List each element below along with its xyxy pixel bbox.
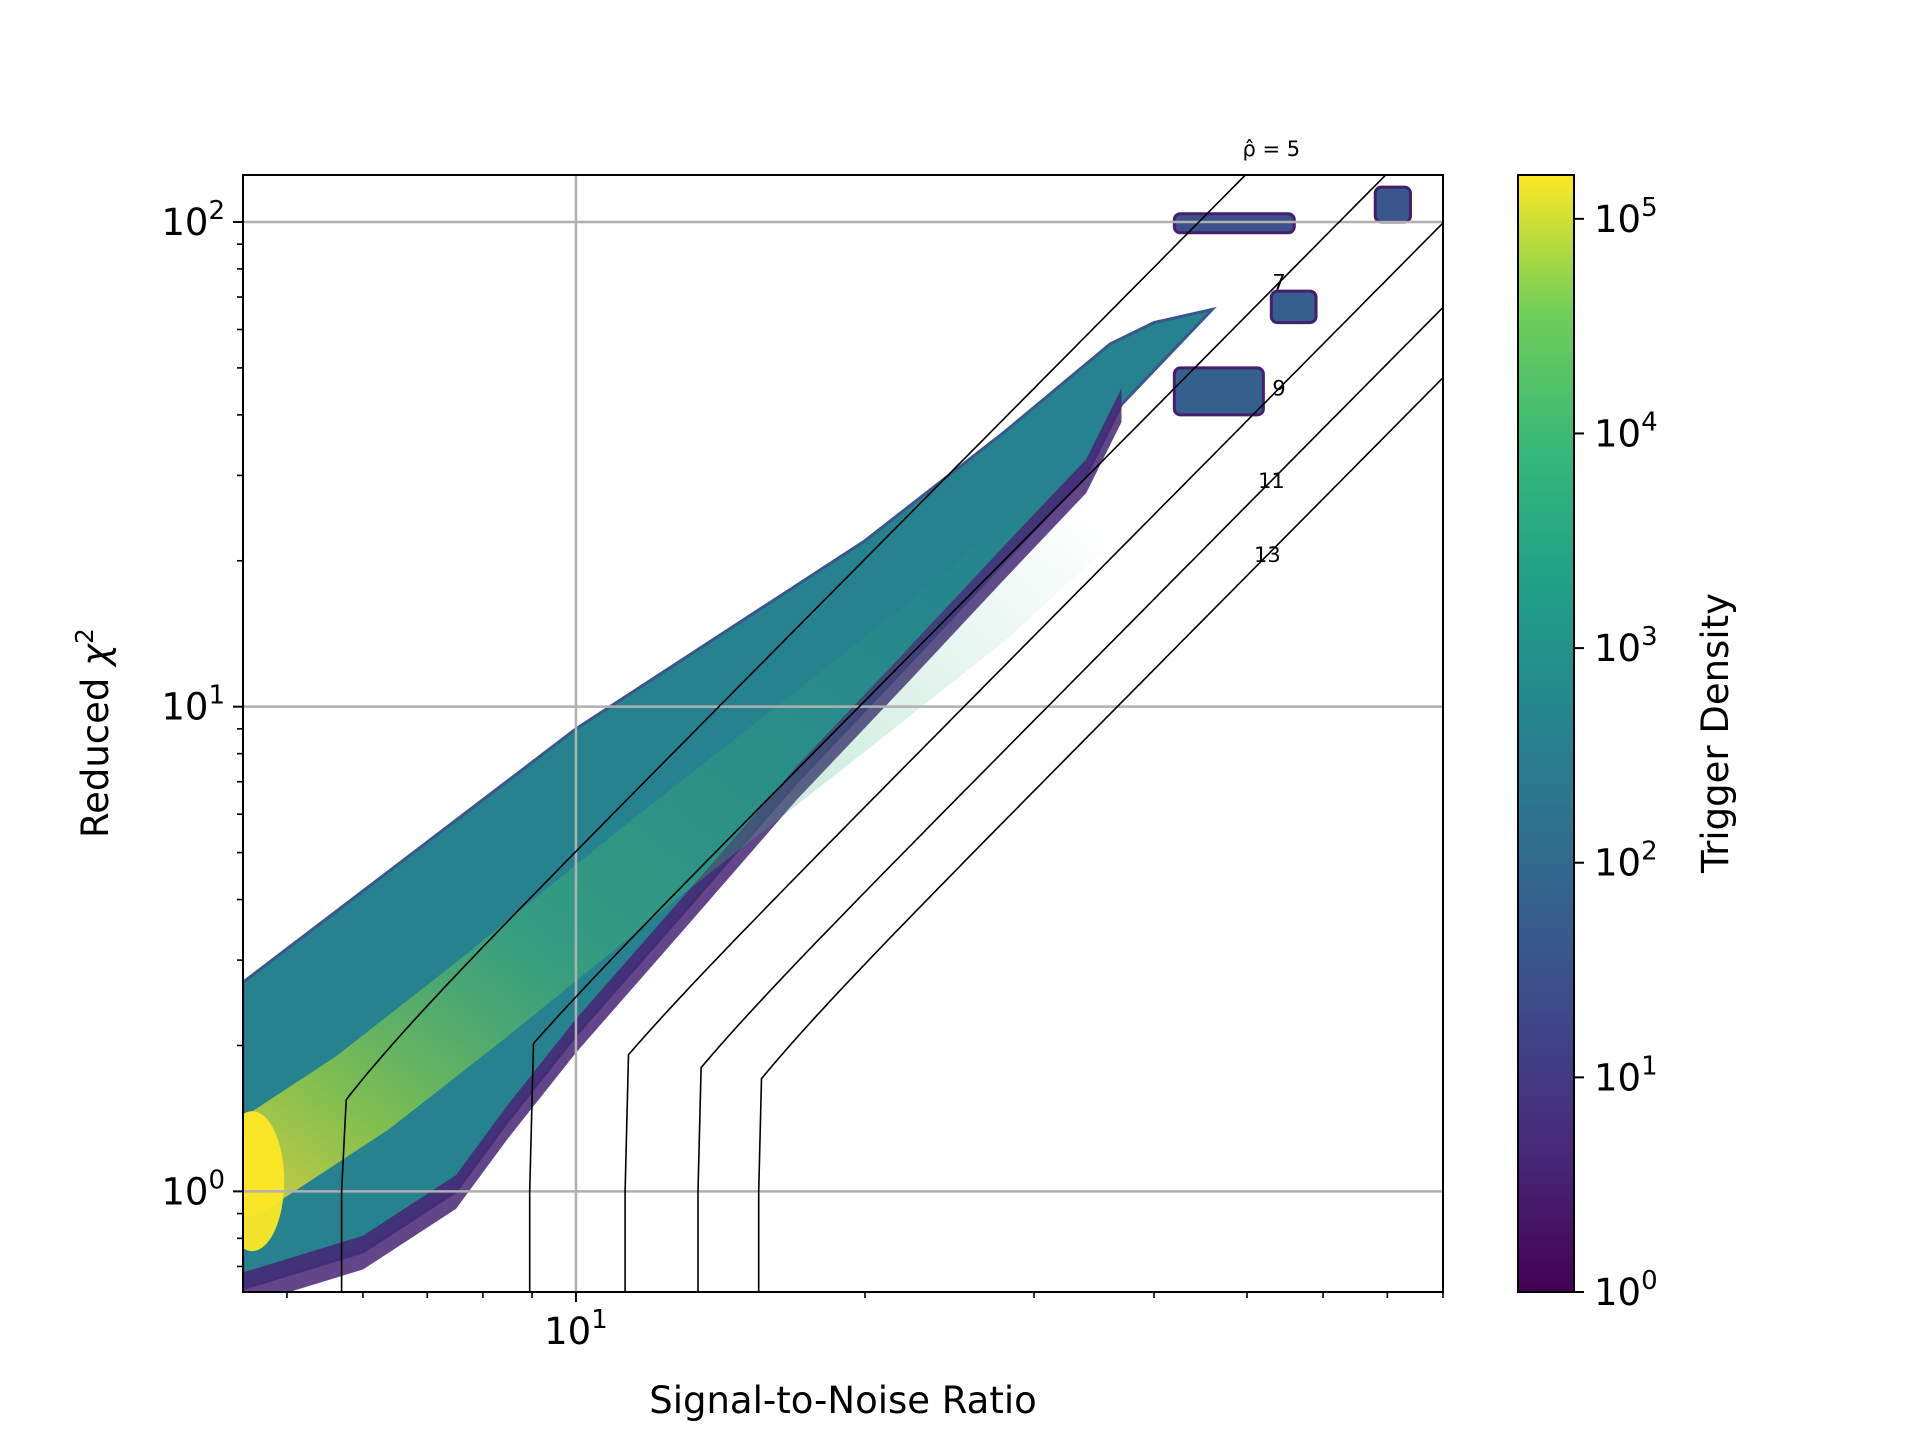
contour-label-11: 11 — [1258, 469, 1285, 493]
contour-line-7 — [528, 175, 1387, 1292]
contour-label-9: 9 — [1272, 376, 1285, 400]
colorbar-tick-label: 105 — [1594, 193, 1658, 241]
colorbar-tick-label: 103 — [1594, 622, 1658, 670]
y-axis-label: Reduced χ2 — [70, 628, 117, 838]
outlier-cluster — [1269, 289, 1318, 325]
density-peak — [243, 1111, 285, 1252]
colorbar-label: Trigger Density — [1694, 593, 1737, 874]
y-tick-label: 102 — [161, 196, 225, 244]
plot-frame — [242, 174, 1444, 1293]
colorbar-ticks: 100 101 102 103 104 105 — [1574, 193, 1658, 1314]
y-axis-label-symbol: χ — [74, 642, 117, 668]
y-axis-label-prefix: Reduced — [74, 666, 117, 838]
contour-label-7: 7 — [1272, 271, 1285, 295]
contour-label-5: ρ̂ = 5 — [1243, 137, 1301, 161]
contour-lines — [340, 175, 1443, 1292]
colorbar-tick-label: 102 — [1594, 837, 1658, 885]
contour-line-5 — [340, 175, 1247, 1292]
x-tick-label: 101 — [544, 1305, 608, 1353]
colorbar-tick-label: 104 — [1594, 407, 1658, 455]
density-band — [243, 306, 1217, 1292]
y-axis-label-superscript: 2 — [70, 628, 99, 644]
contour-labels: ρ̂ = 5 7 9 11 13 — [1243, 137, 1301, 567]
outlier-cluster — [1172, 366, 1265, 417]
y-tick-label: 100 — [161, 1165, 225, 1213]
colorbar-gradient — [1517, 174, 1575, 1293]
colorbar: 100 101 102 103 104 105 Trigger Density — [1517, 174, 1737, 1314]
contour-line-13 — [757, 377, 1443, 1292]
x-axis-label: Signal-to-Noise Ratio — [649, 1379, 1037, 1422]
contour-line-9 — [624, 222, 1443, 1292]
colorbar-tick-label: 101 — [1594, 1051, 1658, 1099]
outlier-clusters — [1172, 185, 1412, 417]
grid-lines — [243, 175, 1443, 1292]
outlier-cluster — [1373, 185, 1412, 224]
contour-line-11 — [697, 306, 1443, 1292]
density-ridge — [243, 460, 1132, 1217]
y-tick-label: 101 — [161, 681, 225, 729]
outlier-cluster — [1172, 212, 1296, 235]
contour-label-13: 13 — [1254, 543, 1281, 567]
colorbar-tick-label: 100 — [1594, 1266, 1658, 1314]
y-axis: 100 101 102 — [161, 196, 243, 1268]
x-axis: 101 — [286, 1292, 1444, 1353]
